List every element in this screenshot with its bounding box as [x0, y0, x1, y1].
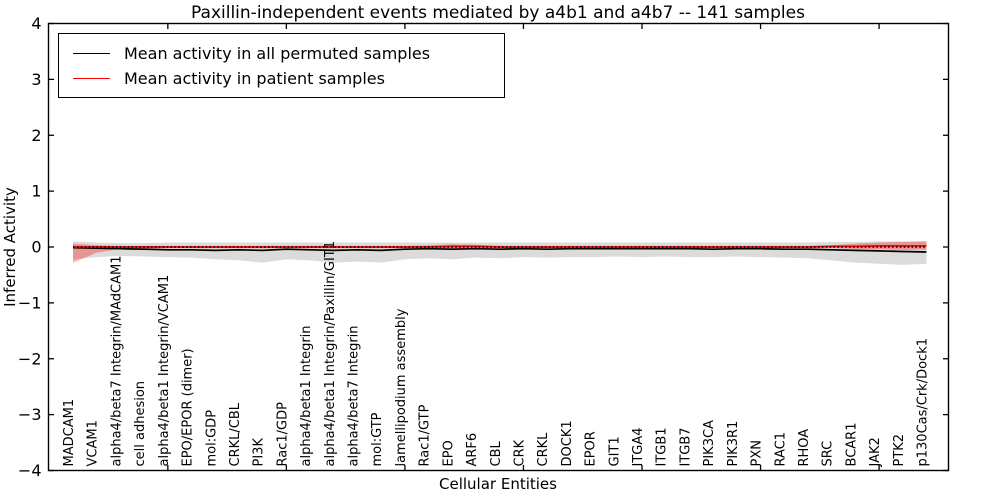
x-category-label: RHOA [797, 429, 812, 467]
x-category-label: MADCAM1 [62, 399, 77, 467]
x-category-label: alpha4/beta1 Integrin [299, 325, 314, 466]
x-category-label: ITGB1 [655, 427, 670, 466]
x-category-label: EPO [441, 440, 456, 466]
x-category-label: ITGB7 [678, 427, 693, 466]
x-category-label: PIK3R1 [726, 421, 741, 467]
y-tick-label: −3 [18, 405, 42, 424]
x-category-label: VCAM1 [86, 420, 101, 466]
y-tick-label: 3 [31, 70, 41, 89]
x-category-label: SRC [821, 441, 836, 467]
x-category-label: PXN [750, 440, 765, 466]
x-category-label: CRKL [536, 432, 551, 467]
patient-line-sample-icon [73, 77, 110, 79]
x-category-label: alpha4/beta7 Integrin [347, 325, 362, 466]
y-tick-label: 4 [31, 14, 41, 33]
x-category-label: EPOR [584, 431, 599, 466]
x-category-label: mol:GTP [370, 412, 385, 466]
x-category-label: ITGA4 [631, 427, 646, 466]
x-category-label: Rac1/GTP [418, 404, 433, 466]
x-category-label: alpha4/beta1 Integrin/VCAM1 [157, 275, 172, 467]
x-category-label: cell adhesion [133, 381, 148, 467]
chart-title: Paxillin-independent events mediated by … [191, 3, 805, 23]
permuted-band [73, 241, 927, 265]
x-category-label: DOCK1 [560, 420, 575, 466]
x-category-label: PTK2 [892, 434, 907, 467]
x-category-label: JAK2 [868, 437, 883, 467]
x-category-label: lamellipodium assembly [394, 308, 409, 466]
x-category-label: alpha4/beta7 Integrin/MAdCAM1 [109, 256, 124, 467]
legend-label-permuted: Mean activity in all permuted samples [124, 43, 431, 63]
y-tick-label: −2 [18, 349, 42, 368]
permuted-line-sample-icon [73, 52, 110, 54]
y-tick-label: 2 [31, 126, 41, 145]
x-category-label: CRKL/CBL [228, 402, 243, 466]
permuted-mean-line [72, 246, 927, 253]
legend-label-patient: Mean activity in patient samples [124, 68, 385, 88]
y-tick-label: 0 [31, 238, 41, 257]
x-axis-label: Cellular Entities [439, 475, 557, 493]
x-category-label: alpha4/beta1 Integrin/Paxillin/GIT1 [323, 241, 338, 467]
y-axis-label: Inferred Activity [1, 187, 19, 307]
x-category-label: CRK [513, 439, 528, 466]
x-category-label: RAC1 [773, 432, 788, 467]
x-category-label: PIK3CA [702, 420, 717, 467]
x-category-label: mol:GDP [204, 410, 219, 467]
y-tick-label: −4 [18, 461, 42, 480]
x-category-label: EPO/EPOR (dimer) [181, 348, 196, 466]
legend: Mean activity in all permuted samples Me… [58, 33, 505, 98]
legend-item-patient: Mean activity in patient samples [73, 69, 504, 88]
x-category-label: GIT1 [607, 436, 622, 466]
x-category-label: PI3K [252, 438, 267, 467]
x-category-label: Rac1/GDP [275, 402, 290, 467]
y-tick-label: 1 [31, 182, 41, 201]
y-tick-label: −1 [18, 293, 42, 312]
legend-item-permuted: Mean activity in all permuted samples [73, 44, 504, 63]
x-category-label: BCAR1 [844, 423, 859, 467]
x-category-label: p130Cas/Crk/Dock1 [916, 338, 931, 467]
x-category-label: ARF6 [465, 433, 480, 467]
x-category-label: CBL [489, 441, 504, 467]
